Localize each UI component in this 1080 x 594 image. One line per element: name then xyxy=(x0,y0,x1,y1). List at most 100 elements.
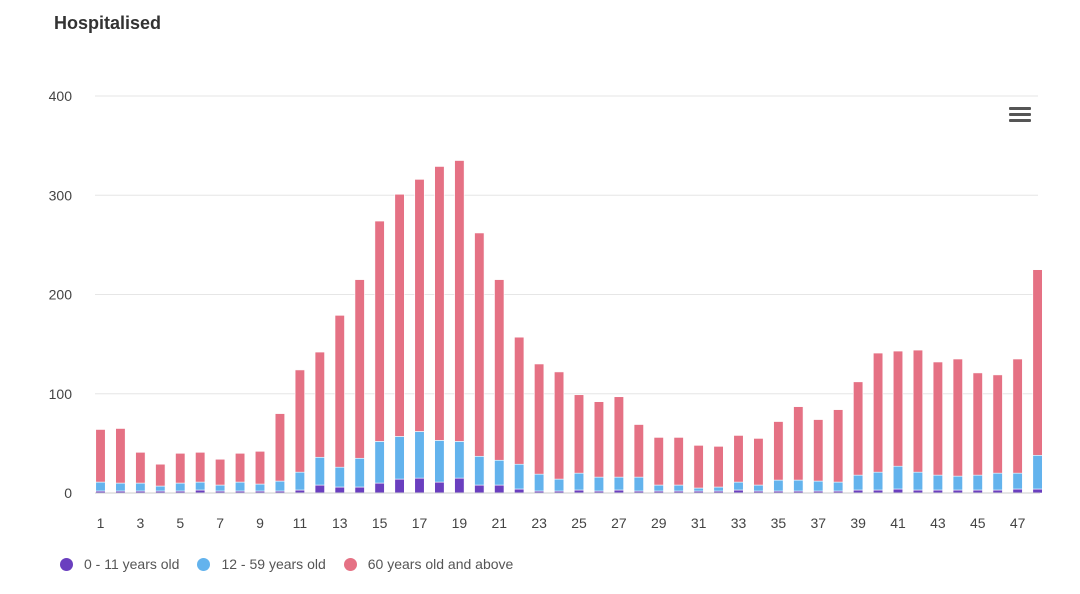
bar-segment-3-cat-7[interactable] xyxy=(215,458,226,486)
bar-segment-3-cat-26[interactable] xyxy=(593,401,604,478)
bar-segment-3-cat-16[interactable] xyxy=(394,193,405,437)
bar-segment-3-cat-32[interactable] xyxy=(713,446,724,488)
bar-segment-2-cat-45[interactable] xyxy=(972,474,983,491)
bar-segment-3-cat-45[interactable] xyxy=(972,372,983,476)
bar-segment-3-cat-48[interactable] xyxy=(1032,269,1043,456)
bar-segment-2-cat-39[interactable] xyxy=(853,474,864,491)
bar-segment-1-cat-15[interactable] xyxy=(374,482,385,494)
bar-segment-2-cat-25[interactable] xyxy=(573,472,585,491)
bar-segment-2-cat-37[interactable] xyxy=(813,480,824,492)
bar-segment-3-cat-4[interactable] xyxy=(155,463,166,487)
bar-segment-1-cat-18[interactable] xyxy=(434,481,445,494)
bar-segment-2-cat-16[interactable] xyxy=(394,436,405,480)
bar-segment-2-cat-41[interactable] xyxy=(892,465,904,490)
bar-segment-3-cat-44[interactable] xyxy=(952,358,963,477)
bar-segment-1-cat-47[interactable] xyxy=(1012,488,1023,494)
bar-segment-3-cat-8[interactable] xyxy=(235,452,246,483)
bar-segment-3-cat-36[interactable] xyxy=(793,406,804,481)
bar-segment-2-cat-42[interactable] xyxy=(912,471,923,491)
bar-segment-1-cat-13[interactable] xyxy=(334,486,345,494)
bar-segment-3-cat-33[interactable] xyxy=(733,435,744,483)
bar-segment-2-cat-28[interactable] xyxy=(633,476,644,492)
bar-segment-2-cat-12[interactable] xyxy=(314,456,325,486)
bar-segment-2-cat-27[interactable] xyxy=(613,476,624,491)
legend-item[interactable]: 0 - 11 years old xyxy=(60,556,179,572)
bar-segment-3-cat-47[interactable] xyxy=(1012,358,1023,474)
bar-segment-2-cat-36[interactable] xyxy=(793,479,804,492)
bar-segment-1-cat-48[interactable] xyxy=(1032,488,1043,494)
bar-segment-3-cat-6[interactable] xyxy=(195,452,206,483)
bar-segment-2-cat-30[interactable] xyxy=(673,484,684,492)
bar-segment-2-cat-8[interactable] xyxy=(235,481,246,492)
bar-segment-2-cat-4[interactable] xyxy=(155,485,166,492)
bar-segment-3-cat-43[interactable] xyxy=(932,361,943,476)
bar-segment-1-cat-16[interactable] xyxy=(394,478,405,494)
bar-segment-2-cat-7[interactable] xyxy=(215,484,226,492)
bar-segment-3-cat-5[interactable] xyxy=(175,452,186,484)
bar-segment-3-cat-30[interactable] xyxy=(673,437,684,486)
bar-segment-3-cat-24[interactable] xyxy=(554,371,565,480)
bar-segment-2-cat-6[interactable] xyxy=(195,481,206,491)
bar-segment-3-cat-40[interactable] xyxy=(873,352,884,473)
bar-segment-1-cat-41[interactable] xyxy=(892,488,904,494)
bar-segment-3-cat-13[interactable] xyxy=(334,315,345,468)
legend-item[interactable]: 12 - 59 years old xyxy=(197,556,326,572)
bar-segment-3-cat-42[interactable] xyxy=(912,349,923,473)
bar-segment-2-cat-26[interactable] xyxy=(593,476,604,492)
bar-segment-3-cat-17[interactable] xyxy=(414,179,425,432)
bar-segment-1-cat-17[interactable] xyxy=(414,477,425,494)
bar-segment-3-cat-29[interactable] xyxy=(653,437,664,486)
bar-segment-2-cat-11[interactable] xyxy=(294,471,305,491)
bar-segment-2-cat-3[interactable] xyxy=(135,482,146,492)
bar-segment-3-cat-39[interactable] xyxy=(853,381,864,476)
bar-segment-3-cat-22[interactable] xyxy=(514,336,525,465)
bar-segment-2-cat-33[interactable] xyxy=(733,481,744,491)
bar-segment-2-cat-20[interactable] xyxy=(474,455,485,486)
bar-segment-2-cat-22[interactable] xyxy=(514,463,525,490)
bar-segment-2-cat-43[interactable] xyxy=(932,474,943,491)
bar-segment-2-cat-46[interactable] xyxy=(992,472,1003,491)
bar-segment-1-cat-22[interactable] xyxy=(514,488,525,494)
bar-segment-3-cat-12[interactable] xyxy=(314,351,325,458)
bar-segment-3-cat-20[interactable] xyxy=(474,232,485,457)
bar-segment-2-cat-48[interactable] xyxy=(1032,454,1043,490)
bar-segment-2-cat-15[interactable] xyxy=(374,441,385,484)
bar-segment-3-cat-15[interactable] xyxy=(374,220,385,442)
bar-segment-3-cat-10[interactable] xyxy=(274,413,285,482)
bar-segment-3-cat-41[interactable] xyxy=(892,350,904,467)
bar-segment-2-cat-21[interactable] xyxy=(494,459,505,486)
bar-segment-3-cat-25[interactable] xyxy=(573,394,585,474)
bar-segment-2-cat-9[interactable] xyxy=(254,483,266,492)
legend-item[interactable]: 60 years old and above xyxy=(343,556,513,572)
bar-segment-1-cat-14[interactable] xyxy=(354,486,365,494)
chart-menu-button[interactable] xyxy=(1006,104,1034,128)
bar-segment-3-cat-28[interactable] xyxy=(633,424,644,478)
bar-segment-2-cat-5[interactable] xyxy=(175,482,186,492)
bar-segment-2-cat-44[interactable] xyxy=(952,475,963,491)
bar-segment-2-cat-38[interactable] xyxy=(833,481,844,492)
bar-segment-2-cat-14[interactable] xyxy=(354,457,365,488)
bar-segment-3-cat-23[interactable] xyxy=(534,363,545,475)
bar-segment-1-cat-19[interactable] xyxy=(454,477,465,494)
bar-segment-3-cat-3[interactable] xyxy=(135,452,146,484)
bar-segment-2-cat-17[interactable] xyxy=(414,431,425,479)
bar-segment-2-cat-13[interactable] xyxy=(334,466,345,488)
bar-segment-3-cat-21[interactable] xyxy=(494,279,505,461)
bar-segment-3-cat-27[interactable] xyxy=(613,396,624,478)
bar-segment-2-cat-34[interactable] xyxy=(753,484,764,492)
bar-segment-3-cat-38[interactable] xyxy=(833,409,844,483)
bar-segment-3-cat-14[interactable] xyxy=(354,279,365,459)
bar-segment-2-cat-10[interactable] xyxy=(274,480,285,492)
bar-segment-3-cat-37[interactable] xyxy=(813,419,824,482)
bar-segment-3-cat-9[interactable] xyxy=(254,451,266,485)
bar-segment-1-cat-20[interactable] xyxy=(474,484,485,494)
bar-segment-2-cat-1[interactable] xyxy=(95,481,106,492)
bar-segment-2-cat-24[interactable] xyxy=(554,478,565,492)
bar-segment-2-cat-47[interactable] xyxy=(1012,472,1023,490)
bar-segment-2-cat-23[interactable] xyxy=(534,473,545,492)
bar-segment-2-cat-29[interactable] xyxy=(653,484,664,492)
bar-segment-1-cat-12[interactable] xyxy=(314,484,325,494)
bar-segment-3-cat-46[interactable] xyxy=(992,374,1003,474)
bar-segment-3-cat-19[interactable] xyxy=(454,160,465,442)
bar-segment-3-cat-1[interactable] xyxy=(95,429,106,483)
